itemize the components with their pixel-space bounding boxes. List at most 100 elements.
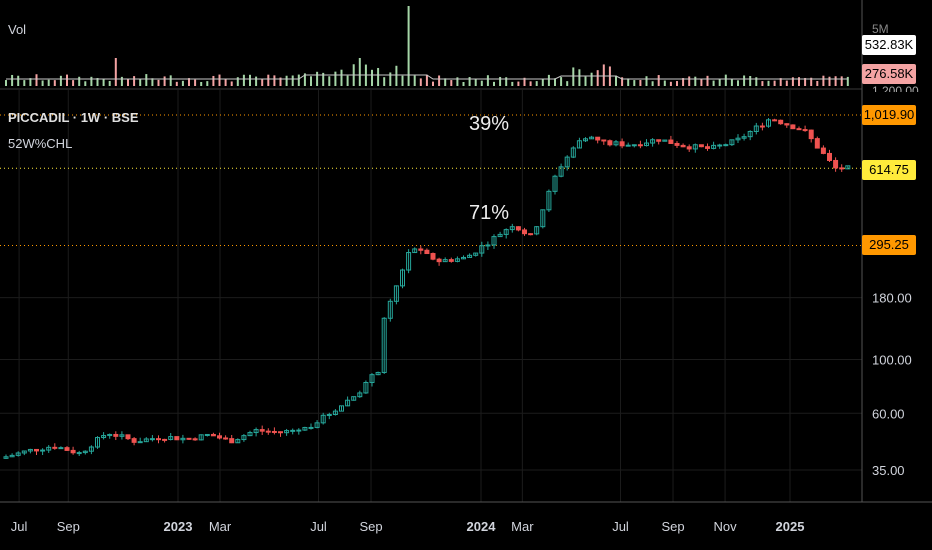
- volume-bar: [169, 75, 172, 86]
- candle-body: [357, 392, 363, 398]
- candle-body: [522, 229, 527, 235]
- volume-axis-top-label: 5M: [872, 22, 889, 36]
- x-tick-label: Sep: [359, 519, 382, 534]
- volume-bar: [389, 72, 392, 86]
- candle-body: [558, 166, 564, 177]
- volume-bar: [462, 81, 465, 86]
- candle-body: [186, 437, 192, 440]
- volume-bar: [822, 75, 825, 86]
- volume-bar: [438, 75, 441, 86]
- candle-body: [595, 136, 601, 141]
- candle-body: [34, 448, 39, 452]
- volume-bar: [840, 76, 843, 86]
- volume-bar: [181, 80, 184, 86]
- volume-bar: [639, 80, 642, 86]
- volume-bar: [120, 76, 123, 86]
- candle-body: [589, 136, 595, 140]
- volume-bar: [346, 75, 349, 86]
- candle-body: [692, 144, 698, 150]
- volume-bar: [773, 80, 776, 86]
- volume-bar: [59, 75, 62, 86]
- candle-body: [766, 119, 771, 127]
- candle-body: [515, 226, 521, 231]
- volume-bar: [401, 75, 404, 86]
- volume-bar: [303, 73, 306, 86]
- candle-body: [21, 450, 27, 454]
- volume-bar: [572, 67, 575, 86]
- volume-bar: [694, 76, 697, 86]
- candle-body: [76, 452, 82, 455]
- candle-body: [137, 441, 143, 444]
- candle-body: [58, 447, 64, 450]
- candle-body: [40, 449, 46, 452]
- volume-bar: [676, 81, 678, 86]
- x-tick-label: Jul: [11, 519, 28, 534]
- volume-bar: [78, 76, 81, 86]
- volume-bar: [200, 81, 203, 86]
- volume-bar: [669, 81, 672, 86]
- candle-body: [686, 146, 692, 150]
- candle-body: [827, 152, 832, 161]
- candle-body: [698, 144, 704, 148]
- volume-bar: [828, 76, 831, 86]
- volume-bar: [145, 74, 148, 86]
- candle-body: [229, 438, 235, 444]
- grid-lines: [0, 90, 862, 502]
- volume-bar: [834, 76, 837, 86]
- candle-body: [174, 436, 180, 441]
- volume-bar: [53, 80, 56, 86]
- candle-body: [564, 156, 570, 168]
- candle-body: [662, 139, 668, 142]
- volume-bar: [816, 81, 819, 86]
- candle-body: [351, 396, 357, 401]
- volume-bar: [846, 76, 849, 86]
- volume-bar: [651, 81, 654, 86]
- y-tick-label: 180.00: [872, 291, 912, 306]
- volume-bar: [206, 81, 209, 86]
- candle-body: [546, 190, 552, 211]
- volume-bar: [377, 67, 380, 86]
- candle-body: [845, 165, 851, 170]
- symbol-title[interactable]: PICCADIL · 1W · BSE: [8, 110, 139, 125]
- volume-bar: [66, 74, 68, 86]
- volume-bar: [419, 78, 422, 86]
- candle-body: [631, 144, 637, 147]
- volume-bar: [547, 74, 550, 86]
- candle-body: [650, 139, 656, 144]
- candle-body: [583, 138, 588, 142]
- candle-body: [497, 233, 503, 238]
- candle-body: [27, 448, 33, 452]
- volume-bar: [535, 81, 538, 86]
- candle-body: [528, 233, 534, 236]
- candle-body: [320, 414, 326, 424]
- volume-average-path: [6, 74, 848, 80]
- volume-bar: [322, 72, 325, 86]
- volume-bar: [432, 81, 434, 86]
- volume-bar: [371, 69, 373, 86]
- volume-bar: [505, 77, 508, 86]
- price-level-lines: [0, 114, 862, 247]
- candle-body: [534, 226, 540, 235]
- candle-body: [436, 258, 442, 263]
- candle-body: [430, 253, 436, 260]
- candle-body: [192, 438, 198, 441]
- candle-body: [644, 142, 649, 147]
- candle-body: [253, 429, 259, 434]
- candle-body: [442, 259, 448, 263]
- candle-body: [235, 439, 241, 444]
- volume-bar: [682, 78, 685, 86]
- candle-body: [735, 137, 741, 141]
- indicator-label[interactable]: 52W%CHL: [8, 136, 73, 151]
- volume-bar: [218, 74, 221, 86]
- candle-body: [796, 128, 802, 131]
- candle-body: [95, 437, 100, 448]
- x-tick-label: 2025: [776, 519, 805, 534]
- volume-bar: [663, 80, 666, 86]
- candle-body: [393, 285, 399, 302]
- candle-body: [278, 431, 283, 434]
- candle-body: [723, 144, 729, 147]
- candle-body: [107, 433, 113, 437]
- candle-body: [101, 435, 107, 439]
- volume-bar: [316, 71, 319, 86]
